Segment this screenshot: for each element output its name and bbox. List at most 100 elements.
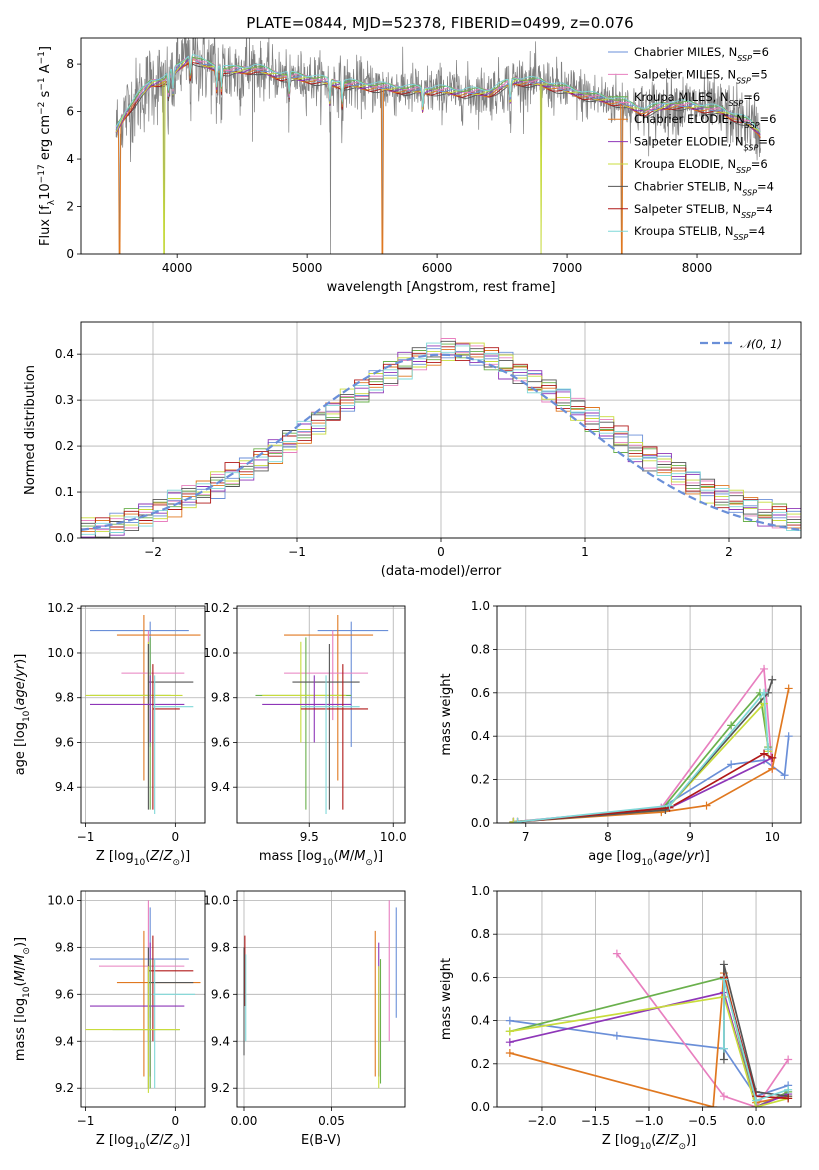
weight-marker (752, 1096, 761, 1105)
weight-series-line (517, 690, 769, 823)
label-part: )] (13, 654, 28, 664)
model-line (115, 63, 761, 138)
legend-label-text: Salpeter MILES, N (634, 67, 736, 81)
data-point (300, 664, 369, 810)
y-tick-label: 0.0 (471, 816, 490, 830)
y-tick-label: 0.2 (55, 439, 74, 453)
y-tick-label: 9.8 (55, 940, 74, 954)
label-part: mass [log (259, 849, 322, 864)
legend-item: Salpeter STELIB, NSSP=4 (608, 202, 773, 219)
label-part: λ (47, 199, 57, 205)
label-part: M (13, 955, 28, 966)
label-part: mass [log (13, 998, 28, 1061)
x-tick-label: 9 (686, 830, 694, 844)
weight-series-line (517, 752, 773, 823)
weight-marker (665, 801, 674, 810)
label-part: Z [log (602, 1133, 640, 1148)
weight-series-line (509, 995, 789, 1107)
x-axis-label: mass [log10(M/M⊙)] (259, 849, 383, 868)
label-part: Z (163, 849, 174, 864)
weight-marker (760, 664, 769, 673)
legend-label-text: Salpeter ELODIE, N (634, 135, 744, 149)
legend-label: Salpeter MILES, NSSP=5 (634, 67, 768, 85)
legend-label: Chabrier STELIB, NSSP=4 (634, 179, 774, 197)
legend-item: Kroupa STELIB, NSSP=4 (608, 224, 765, 242)
label-part: ⊙ (172, 858, 180, 868)
y-tick-label: 0.6 (471, 970, 490, 984)
label-part: ( (653, 849, 658, 864)
weight-series-line (513, 690, 769, 823)
legend-label-count: =4 (756, 202, 773, 216)
label-part: age (658, 849, 682, 864)
y-tick-label: 0 (66, 247, 74, 261)
plot-area (85, 614, 201, 815)
model-line (115, 62, 761, 139)
label-part: −2 (37, 102, 47, 115)
weight-marker (513, 817, 522, 823)
y-tick-label: 10.0 (203, 646, 230, 660)
axes-frame (80, 37, 802, 255)
label-part: E(B-V) (301, 1133, 341, 1148)
data-point (89, 621, 189, 747)
y-tick-label: 4 (66, 152, 74, 166)
y-tick-label: 10.2 (47, 601, 74, 615)
label-part: age [log (588, 849, 641, 864)
label-part: )] (373, 849, 383, 864)
label-part: / (159, 1133, 164, 1148)
label-part: Z [log (96, 1133, 134, 1148)
legend-item: Salpeter ELODIE, NSSP=6 (608, 135, 775, 152)
y-tick-label: 0.1 (55, 485, 74, 499)
data-point (89, 907, 189, 1018)
legend-label-sub: SSP (742, 188, 757, 197)
y-tick-label: 9.6 (211, 987, 230, 1001)
weight-marker (702, 801, 711, 810)
histogram-series (81, 342, 801, 538)
x-tick-label: 7000 (552, 261, 583, 275)
y-tick-label: 9.2 (55, 1081, 74, 1095)
y-tick-label: 1.0 (471, 599, 490, 613)
legend-label-count: =6 (758, 135, 775, 149)
data-point (89, 637, 171, 810)
legend-label: Chabrier MILES, NSSP=6 (634, 45, 769, 63)
x-tick-label: 1 (581, 545, 589, 559)
y-tick-label: 9.6 (211, 735, 230, 749)
label-part: age (13, 681, 28, 705)
axes-frame (496, 890, 802, 1108)
x-tick-label: −1.5 (581, 1114, 610, 1128)
y-axis-label: Flux [fλ10−17 erg cm−2 s−1 A−1] (37, 46, 57, 246)
x-tick-label: 9.5 (300, 830, 319, 844)
plot-area (243, 900, 397, 1089)
x-axis-label: age [log10(age/yr)] (588, 849, 710, 868)
x-tick-label: −1 (77, 830, 95, 844)
data-point (262, 641, 347, 743)
weight-marker (768, 764, 777, 773)
weight-marker (661, 805, 670, 814)
weight-marker (719, 960, 728, 969)
label-part: 10 (134, 858, 146, 868)
x-axis-label: (data-model)/error (381, 564, 502, 579)
plot-area (505, 949, 793, 1107)
label-part: Z (163, 1133, 174, 1148)
plot-area (509, 664, 793, 823)
legend-label: Kroupa ELODIE, NSSP=6 (634, 157, 768, 175)
label-part: ⊙ (678, 1142, 686, 1152)
x-tick-label: 0 (172, 830, 180, 844)
y-tick-label: 9.6 (55, 735, 74, 749)
weight-marker (784, 684, 793, 693)
x-tick-label: 0.05 (318, 1114, 345, 1128)
label-part: )] (180, 1133, 190, 1148)
label-part: Z (655, 1133, 666, 1148)
x-tick-label: 8 (604, 830, 612, 844)
data-point (300, 675, 360, 815)
weight-marker (719, 975, 728, 984)
x-tick-label: 6000 (422, 261, 453, 275)
legend: 𝒩(0, 1) (700, 337, 782, 351)
y-tick-label: 6 (66, 105, 74, 119)
label-part: s (38, 90, 53, 101)
x-tick-label: −2 (144, 545, 162, 559)
label-part: −1 (37, 77, 47, 90)
label-part: / (13, 965, 28, 970)
label-part: / (13, 676, 28, 681)
